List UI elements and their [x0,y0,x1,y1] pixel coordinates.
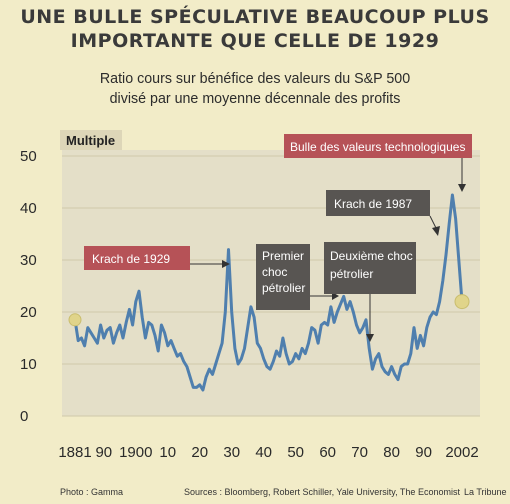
x-tick-label: 70 [351,444,368,461]
x-tick-label: 2002 [445,444,478,461]
y-tick-label: 30 [20,252,37,269]
annotation-bulle-techno: Bulle des valeurs technologiques [284,134,472,192]
x-tick-label: 80 [383,444,400,461]
ylabel-box [60,130,122,150]
start-marker [68,313,82,327]
annotation-krach-1929: Krach de 1929 [84,246,230,270]
x-tick-label: 10 [159,444,176,461]
x-tick-label: 1881 [58,444,91,461]
annotation-krach-1987: Krach de 1987 [326,190,440,236]
annotation-premier-choc-l3: pétrolier [262,281,305,295]
chart-title-line-1: UNE BULLE SPÉCULATIVE BEAUCOUP PLUS [20,6,490,28]
end-marker [454,294,470,310]
x-tick-label: 90 [95,444,112,461]
x-tick-label: 20 [191,444,208,461]
y-tick-label: 10 [20,356,37,373]
annotation-deuxieme-choc-l1: Deuxième choc [330,249,413,263]
annotation-premier-choc-l1: Premier [262,249,304,263]
annotation-premier-choc: Premier choc pétrolier [256,244,339,310]
annotation-deuxieme-choc: Deuxième choc pétrolier [324,242,416,342]
annotation-premier-choc-l2: choc [262,265,287,279]
x-axis: 1881 90 1900 10 20 30 40 50 60 70 80 90 2002 [58,444,478,461]
x-tick-label: 90 [415,444,432,461]
y-axis-label: Multiple [66,133,115,148]
annotation-krach-1929-text: Krach de 1929 [92,252,170,266]
x-tick-label: 40 [255,444,272,461]
y-tick-label: 20 [20,304,37,321]
series-line [73,193,464,392]
annotation-bulle-text: Bulle des valeurs technologiques [290,140,465,154]
annotation-krach-1987-text: Krach de 1987 [334,197,412,211]
chart-title-line-2: IMPORTANTE QUE CELLE DE 1929 [70,30,440,52]
x-tick-label: 60 [319,444,336,461]
y-tick-label: 50 [20,148,37,165]
x-tick-label: 1900 [119,444,152,461]
chart-subtitle-line-1: Ratio cours sur bénéfice des valeurs du … [99,70,411,87]
y-tick-label: 0 [20,408,28,425]
footer-sources: Sources : Bloomberg, Robert Schiller, Ya… [184,487,460,497]
annotation-deuxieme-choc-l2: pétrolier [330,267,373,281]
footer-photo: Photo : Gamma [60,487,124,497]
y-tick-label: 40 [20,200,37,217]
y-axis: 0 10 20 30 40 50 [20,148,37,425]
x-tick-label: 30 [223,444,240,461]
footer-publisher: La Tribune [464,487,507,497]
x-tick-label: 50 [287,444,304,461]
chart-subtitle-line-2: divisé par une moyenne décennale des pro… [109,90,401,107]
